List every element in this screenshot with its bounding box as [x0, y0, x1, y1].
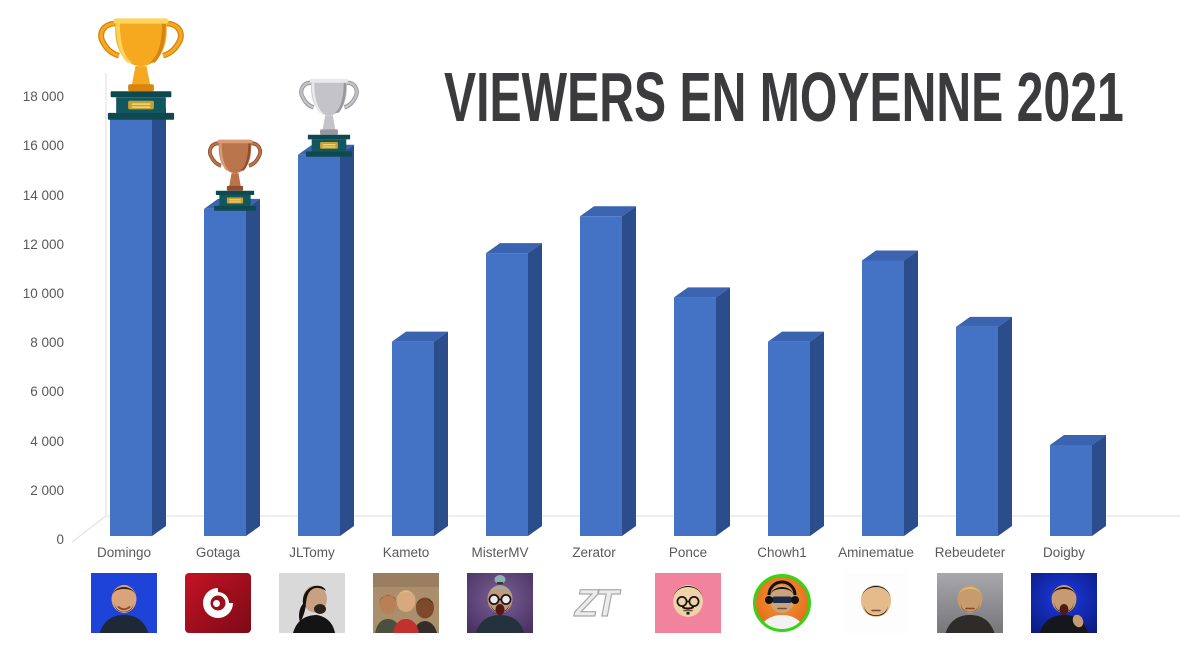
- y-axis-tick-label: 14 000: [22, 187, 64, 203]
- streamer-name-label: MisterMV: [471, 545, 529, 560]
- bar-jltomy: [298, 144, 354, 536]
- bar-aminematue: [862, 250, 918, 537]
- trophy-gold-icon: [98, 18, 184, 120]
- y-axis-tick-label: 18 000: [22, 89, 64, 105]
- streamer-name-label: Chowh1: [757, 545, 807, 560]
- avatar-mistermv: [467, 573, 533, 633]
- avatar-kameto: [373, 573, 439, 633]
- bar-doigby: [1050, 434, 1106, 536]
- y-axis-tick-label: 0: [56, 532, 64, 547]
- avatar-domingo: [91, 573, 157, 633]
- streamer-name-label: Doigby: [1042, 545, 1086, 560]
- avatar-jltomy: [279, 573, 345, 633]
- bar-mistermv: [486, 243, 542, 536]
- trophy-silver-icon: [299, 78, 359, 157]
- bar-ponce: [674, 287, 730, 536]
- avatar-rebeudeter: [937, 573, 1003, 633]
- y-axis-tick-label: 8 000: [30, 335, 64, 351]
- y-axis-tick-label: 4 000: [30, 433, 64, 449]
- bar-rebeudeter: [956, 316, 1012, 536]
- y-axis-tick-label: 2 000: [30, 482, 64, 498]
- bar-gotaga: [204, 198, 260, 536]
- bar-domingo: [110, 107, 166, 537]
- y-axis-tick-label: 6 000: [30, 384, 64, 400]
- streamer-name-label: Zerator: [572, 545, 616, 560]
- bar-kameto: [392, 331, 448, 536]
- svg-text:ZT: ZT: [574, 583, 621, 625]
- avatar-gotaga: [185, 573, 251, 633]
- y-axis-tick-label: 12 000: [22, 236, 64, 252]
- bar-chowh1: [768, 331, 824, 536]
- avatar-aminematue: [843, 573, 909, 633]
- streamer-name-label: Rebeudeter: [934, 545, 1006, 560]
- bar-zerator: [580, 206, 636, 536]
- streamer-name-label: Domingo: [96, 545, 152, 560]
- streamer-name-label: Gotaga: [195, 545, 241, 560]
- y-axis-tick-label: 10 000: [22, 286, 64, 301]
- chart-title: VIEWERS EN MOYENNE 2021: [444, 57, 1124, 136]
- avatar-doigby: [1031, 573, 1097, 633]
- avatar-chowh1: [749, 573, 815, 633]
- streamer-name-label: JLTomy: [289, 545, 335, 560]
- streamer-name-label: Ponce: [668, 545, 708, 560]
- trophy-bronze-icon: [207, 139, 263, 211]
- streamer-name-label: Kameto: [382, 545, 430, 560]
- avatar-ponce: [655, 573, 721, 633]
- avatar-zerator: ZT: [561, 573, 627, 633]
- y-axis-tick-label: 16 000: [22, 138, 64, 154]
- streamer-name-label: Aminematue: [838, 545, 914, 560]
